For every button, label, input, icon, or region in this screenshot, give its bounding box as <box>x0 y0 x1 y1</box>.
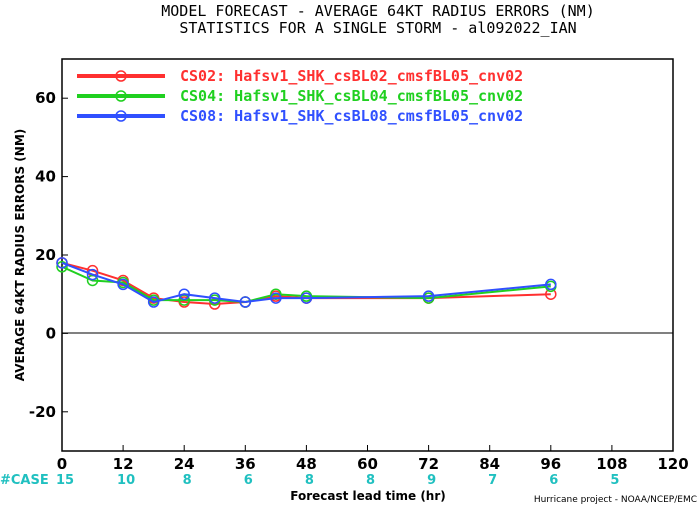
y-tick-label: 0 <box>46 324 56 342</box>
series-line-3 <box>61 261 551 304</box>
legend-label: CS02: Hafsv1_SHK_csBL02_cmsfBL05_cnv02 <box>180 67 523 85</box>
chart-subtitle: STATISTICS FOR A SINGLE STORM - al092022… <box>179 19 576 37</box>
x-tick-label: 96 <box>540 455 561 473</box>
y-tick-label: -20 <box>29 403 56 421</box>
data-point <box>545 278 557 291</box>
x-tick-label: 48 <box>296 455 317 473</box>
case-count: 9 <box>427 473 436 488</box>
data-point <box>270 292 282 304</box>
data-point <box>178 288 190 300</box>
x-tick-label: 84 <box>479 455 500 473</box>
data-point <box>117 278 129 291</box>
case-values: 15 10 8 6 8 8 9 7 6 5 <box>56 473 619 488</box>
case-count: 5 <box>610 473 619 488</box>
x-tick-label: 0 <box>57 455 67 473</box>
case-count: 8 <box>183 473 192 488</box>
data-point <box>422 290 435 302</box>
case-count: 8 <box>305 473 314 488</box>
y-tick-label: 40 <box>35 168 56 186</box>
y-tick-label: 20 <box>35 246 56 264</box>
case-count: 7 <box>488 473 497 488</box>
x-tick-label: 108 <box>596 455 627 473</box>
legend-marker <box>115 70 127 82</box>
case-count: 6 <box>549 473 558 488</box>
data-point <box>270 288 282 300</box>
data-point <box>300 292 313 304</box>
series-layer <box>56 257 557 310</box>
data-point <box>86 268 99 281</box>
legend: CS02: Hafsv1_SHK_csBL02_cmsfBL05_cnv02 CS… <box>77 67 523 125</box>
x-tick-label: 12 <box>113 455 134 473</box>
case-count: 8 <box>366 473 375 488</box>
x-tick-label: 36 <box>235 455 256 473</box>
case-count: 10 <box>117 473 135 488</box>
legend-marker <box>115 90 127 102</box>
data-point <box>56 261 68 273</box>
chart-title: MODEL FORECAST - AVERAGE 64KT RADIUS ERR… <box>161 2 594 20</box>
x-tick-label: 24 <box>174 455 195 473</box>
legend-label: CS08: Hafsv1_SHK_csBL08_cmsfBL05_cnv02 <box>180 107 523 125</box>
case-label: #CASE <box>0 473 49 488</box>
y-ticks: -20 0 20 40 60 <box>29 89 68 421</box>
case-count: 6 <box>244 473 253 488</box>
credit-text: Hurricane project - NOAA/NCEP/EMC <box>534 495 697 505</box>
y-tick-label: 60 <box>35 89 56 107</box>
x-tick-label: 72 <box>418 455 439 473</box>
x-tick-label: 120 <box>657 455 688 473</box>
data-point <box>239 296 252 308</box>
legend-marker <box>115 110 127 122</box>
x-axis-label: Forecast lead time (hr) <box>290 489 446 503</box>
data-point <box>56 257 68 269</box>
x-ticks: 0 12 24 36 48 60 72 84 96 108 120 <box>57 445 689 473</box>
legend-label: CS04: Hafsv1_SHK_csBL04_cmsfBL05_cnv02 <box>180 87 523 105</box>
data-point <box>147 296 160 308</box>
data-point <box>209 292 221 304</box>
y-axis-label: AVERAGE 64KT RADIUS ERRORS (NM) <box>13 129 27 381</box>
case-count: 15 <box>56 473 74 488</box>
x-tick-label: 60 <box>357 455 378 473</box>
